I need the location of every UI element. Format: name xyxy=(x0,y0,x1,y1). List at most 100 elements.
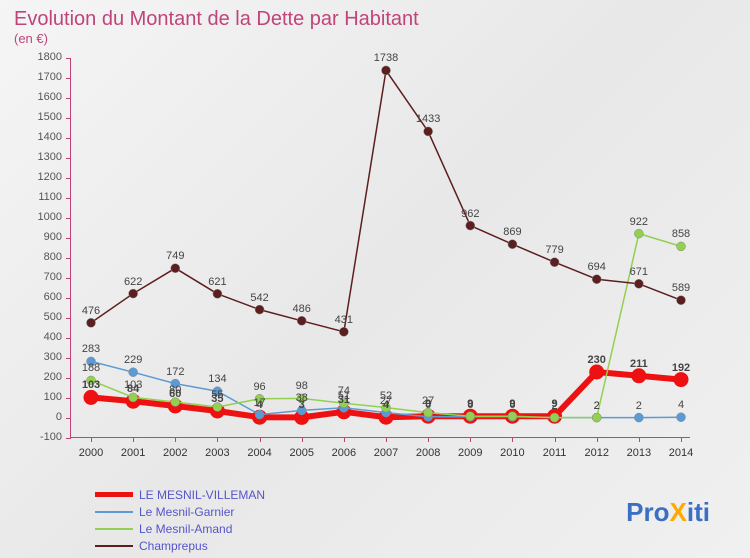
x-axis-tick-mark xyxy=(91,437,92,442)
y-axis-tick-mark xyxy=(66,398,71,399)
data-point-champrepus-2001[interactable] xyxy=(129,289,138,298)
y-axis-tick-mark xyxy=(66,338,71,339)
data-point-champrepus-2007[interactable] xyxy=(382,66,391,75)
value-label-champrepus-2006: 431 xyxy=(335,314,353,326)
data-point-le-mesnil-garnier-2014[interactable] xyxy=(677,413,686,422)
data-point-le-mesnil-amand-2013[interactable] xyxy=(634,229,643,238)
data-point-champrepus-2006[interactable] xyxy=(339,327,348,336)
data-point-champrepus-2002[interactable] xyxy=(171,264,180,273)
value-label-le-mesnil-amand-2005: 98 xyxy=(296,380,308,392)
y-axis-tick-label: 1200 xyxy=(7,171,62,183)
x-axis-tick-mark xyxy=(555,437,556,442)
y-axis-tick-label: 200 xyxy=(7,371,62,383)
value-label-le-mesnil-garnier-2000: 283 xyxy=(82,343,100,355)
value-label-le-mesnil-amand-2014: 858 xyxy=(672,228,690,240)
data-point-le-mesnil-garnier-2001[interactable] xyxy=(129,368,138,377)
series-line-champrepus xyxy=(91,70,681,331)
legend-item-le-mesnil-amand: Le Mesnil-Amand xyxy=(95,520,265,537)
value-label-champrepus-2008: 1433 xyxy=(416,113,440,125)
data-point-champrepus-2012[interactable] xyxy=(592,275,601,284)
data-point-le-mesnil-garnier-2013[interactable] xyxy=(634,413,643,422)
y-axis-tick-mark xyxy=(66,418,71,419)
value-label-le-mesnil-amand-2011: 2 xyxy=(552,400,558,412)
value-label-le-mesnil-amand-2004: 96 xyxy=(253,381,265,393)
chart-area: 103 84 60 35 4 3 31 4 9 9 9 9 230 211 192 283 229 172 134 1… xyxy=(10,48,710,448)
y-axis-tick-mark xyxy=(66,278,71,279)
data-point-le-mesnil-villeman-2012[interactable] xyxy=(590,365,604,379)
data-point-le-mesnil-amand-2011[interactable] xyxy=(550,413,559,422)
value-label-le-mesnil-villeman-2012: 230 xyxy=(588,354,606,366)
y-axis-tick-label: 1100 xyxy=(7,191,62,203)
data-point-le-mesnil-villeman-2014[interactable] xyxy=(674,373,688,387)
legend-label: Le Mesnil-Garnier xyxy=(139,505,234,519)
x-axis-tick-mark xyxy=(260,437,261,442)
y-axis-tick-label: 600 xyxy=(7,291,62,303)
data-point-le-mesnil-amand-2010[interactable] xyxy=(508,412,517,421)
x-axis-tick-label-2010: 2010 xyxy=(500,447,524,459)
y-axis-tick-mark xyxy=(66,258,71,259)
proxiti-brand-logo: ProXiti xyxy=(626,497,710,528)
legend-label: Champrepus xyxy=(139,539,208,553)
plot-inner: 103 84 60 35 4 3 31 4 9 9 9 9 230 211 192 283 229 172 134 1… xyxy=(70,58,690,438)
data-point-le-mesnil-amand-2009[interactable] xyxy=(466,412,475,421)
data-point-champrepus-2003[interactable] xyxy=(213,289,222,298)
value-label-champrepus-2000: 476 xyxy=(82,305,100,317)
x-axis-tick-mark xyxy=(217,437,218,442)
x-axis-tick-label-2005: 2005 xyxy=(289,447,313,459)
y-axis-tick-mark xyxy=(66,178,71,179)
x-axis-tick-label-2014: 2014 xyxy=(669,447,693,459)
data-point-champrepus-2013[interactable] xyxy=(634,279,643,288)
legend-swatch xyxy=(95,492,133,497)
data-point-le-mesnil-amand-2012[interactable] xyxy=(592,413,601,422)
value-label-le-mesnil-amand-2009: 9 xyxy=(467,398,473,410)
x-axis-tick-mark xyxy=(175,437,176,442)
legend-item-le-mesnil-garnier: Le Mesnil-Garnier xyxy=(95,503,265,520)
y-axis-tick-label: 1500 xyxy=(7,111,62,123)
value-label-le-mesnil-amand-2012: 2 xyxy=(594,400,600,412)
value-label-le-mesnil-villeman-2000: 103 xyxy=(82,379,100,391)
y-axis-tick-mark xyxy=(66,118,71,119)
y-axis-tick-mark xyxy=(66,98,71,99)
data-point-champrepus-2009[interactable] xyxy=(466,221,475,230)
value-label-le-mesnil-garnier-2005: 38 xyxy=(296,392,308,404)
x-axis-tick-mark xyxy=(597,437,598,442)
value-label-champrepus-2004: 542 xyxy=(250,292,268,304)
data-point-champrepus-2000[interactable] xyxy=(87,318,96,327)
y-axis-tick-mark xyxy=(66,378,71,379)
data-point-champrepus-2005[interactable] xyxy=(297,316,306,325)
x-axis-tick-label-2009: 2009 xyxy=(458,447,482,459)
legend-swatch xyxy=(95,511,133,513)
series-lines-svg xyxy=(71,58,691,438)
x-axis-tick-label-2004: 2004 xyxy=(247,447,271,459)
y-axis-tick-label: 100 xyxy=(7,391,62,403)
y-axis-tick-label: -100 xyxy=(7,431,62,443)
y-axis-tick-mark xyxy=(66,238,71,239)
value-label-le-mesnil-amand-2013: 922 xyxy=(630,216,648,228)
data-point-le-mesnil-villeman-2013[interactable] xyxy=(632,369,646,383)
data-point-le-mesnil-amand-2014[interactable] xyxy=(677,242,686,251)
value-label-le-mesnil-villeman-2014: 192 xyxy=(672,362,690,374)
x-axis-tick-mark xyxy=(639,437,640,442)
value-label-le-mesnil-amand-2006: 74 xyxy=(338,385,350,397)
value-label-le-mesnil-amand-2007: 52 xyxy=(380,390,392,402)
data-point-champrepus-2008[interactable] xyxy=(424,127,433,136)
data-point-champrepus-2010[interactable] xyxy=(508,240,517,249)
data-point-champrepus-2011[interactable] xyxy=(550,258,559,267)
data-point-champrepus-2014[interactable] xyxy=(677,296,686,305)
data-point-le-mesnil-villeman-2000[interactable] xyxy=(84,390,98,404)
y-axis-tick-label: 1400 xyxy=(7,131,62,143)
value-label-le-mesnil-amand-2002: 80 xyxy=(169,384,181,396)
y-axis-tick-mark xyxy=(66,298,71,299)
y-axis-tick-mark xyxy=(66,138,71,139)
legend-item-le-mesnil-villeman: LE MESNIL-VILLEMAN xyxy=(95,486,265,503)
data-point-le-mesnil-garnier-2004[interactable] xyxy=(255,410,264,419)
x-axis-tick-label-2006: 2006 xyxy=(332,447,356,459)
x-axis-tick-mark xyxy=(681,437,682,442)
data-point-champrepus-2004[interactable] xyxy=(255,305,264,314)
y-axis-tick-mark xyxy=(66,198,71,199)
x-axis-tick-label-2003: 2003 xyxy=(205,447,229,459)
y-axis-tick-mark xyxy=(66,358,71,359)
y-axis-tick-label: 800 xyxy=(7,251,62,263)
value-label-le-mesnil-amand-2000: 188 xyxy=(82,362,100,374)
y-axis-tick-mark xyxy=(66,158,71,159)
